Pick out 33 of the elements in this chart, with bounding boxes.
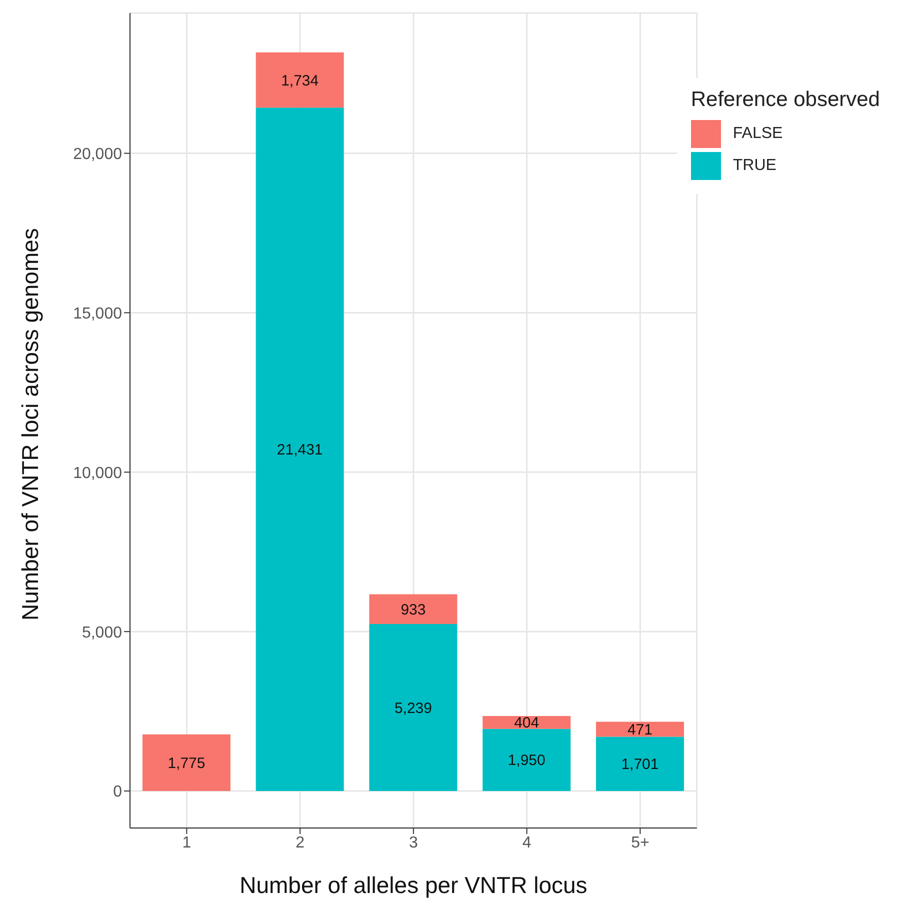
bar bbox=[482, 728, 571, 792]
x-axis-title: Number of alleles per VNTR locus bbox=[240, 872, 588, 898]
legend-label: TRUE bbox=[732, 157, 776, 175]
data-label: 404 bbox=[514, 714, 540, 732]
legend-label: FALSE bbox=[732, 125, 783, 143]
bar bbox=[256, 108, 344, 792]
data-label: 21,431 bbox=[276, 442, 323, 459]
bar bbox=[142, 734, 230, 792]
bar bbox=[256, 52, 344, 108]
data-label: 5,239 bbox=[394, 700, 432, 717]
x-tick-label: 2 bbox=[296, 834, 305, 852]
y-tick-label: 20,000 bbox=[73, 146, 122, 163]
y-axis-title: Number of VNTR loci across genomes bbox=[17, 228, 44, 620]
bar bbox=[596, 736, 684, 792]
data-label: 933 bbox=[400, 601, 426, 618]
bar bbox=[369, 624, 458, 792]
x-tick-label: 1 bbox=[182, 834, 192, 852]
x-tick-label: 3 bbox=[408, 834, 418, 852]
bar bbox=[369, 594, 458, 624]
bar bbox=[482, 716, 571, 729]
x-tick-label: 4 bbox=[522, 834, 532, 852]
y-tick-label: 10,000 bbox=[73, 464, 122, 482]
data-label: 1,734 bbox=[281, 72, 319, 90]
bar bbox=[596, 722, 684, 737]
x-tick-label: 5+ bbox=[631, 834, 650, 852]
y-tick-label: 15,000 bbox=[73, 305, 122, 322]
data-label: 1,775 bbox=[168, 755, 206, 772]
data-label: 1,701 bbox=[621, 756, 659, 774]
y-tick-label: 5,000 bbox=[82, 624, 122, 642]
y-tick-label: 0 bbox=[113, 784, 122, 801]
legend-title: Reference observed bbox=[690, 88, 880, 112]
data-label: 1,950 bbox=[508, 752, 546, 770]
data-label: 471 bbox=[627, 722, 652, 739]
